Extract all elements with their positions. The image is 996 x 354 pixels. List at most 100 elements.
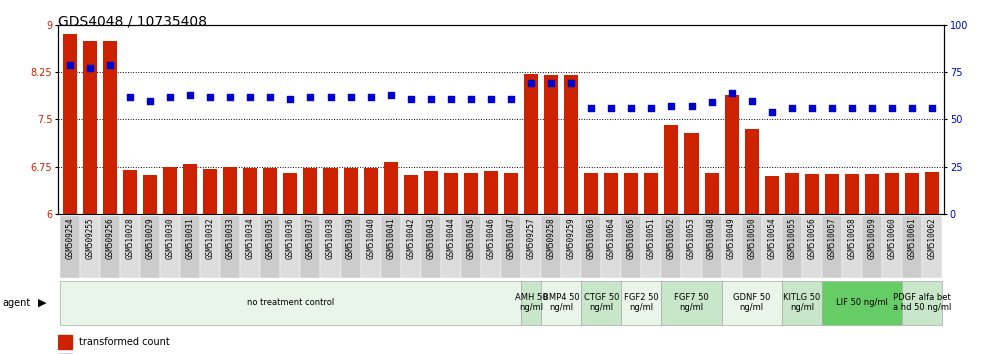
Point (343, 94, 359, 99)
Point (222, 94, 238, 99)
Bar (902, 216, 922, 278)
Bar (361, 216, 380, 278)
Point (643, 105, 659, 111)
Bar (203, 169, 217, 354)
Point (303, 94, 319, 99)
Bar (341, 216, 361, 278)
Text: GDS4048 / 10735408: GDS4048 / 10735408 (58, 14, 207, 28)
Point (563, 81, 579, 86)
Bar (825, 175, 839, 354)
Bar (83, 41, 97, 354)
Bar (762, 216, 782, 278)
Point (703, 99, 719, 105)
Text: GSM509257: GSM509257 (527, 218, 536, 259)
Bar (240, 216, 260, 278)
Bar (160, 216, 180, 278)
Bar (704, 172, 718, 354)
Bar (521, 216, 541, 278)
Bar (644, 172, 658, 354)
Text: GSM510054: GSM510054 (767, 218, 776, 259)
Text: GSM510055: GSM510055 (787, 218, 796, 259)
Text: GSM510037: GSM510037 (306, 218, 315, 259)
Point (443, 96, 459, 102)
Text: GSM510050: GSM510050 (747, 218, 756, 259)
Bar (444, 173, 458, 354)
Bar (865, 174, 879, 354)
Bar (842, 216, 862, 278)
Bar (464, 172, 478, 354)
Text: GSM510051: GSM510051 (647, 218, 656, 259)
Point (824, 105, 840, 111)
Bar (765, 176, 779, 354)
Text: GSM510042: GSM510042 (406, 218, 415, 259)
Text: GSM510039: GSM510039 (346, 218, 355, 259)
Point (663, 103, 679, 109)
Point (483, 96, 499, 102)
Text: GSM510049: GSM510049 (727, 218, 736, 259)
Bar (403, 175, 417, 354)
Text: GSM510048: GSM510048 (707, 218, 716, 259)
Bar (220, 216, 240, 278)
Text: GSM510064: GSM510064 (607, 218, 616, 259)
Bar (461, 216, 481, 278)
Bar (284, 173, 298, 354)
Text: GSM510043: GSM510043 (426, 218, 435, 259)
Bar (905, 172, 919, 354)
Bar (80, 216, 100, 278)
Text: GSM510044: GSM510044 (446, 218, 455, 259)
Bar (605, 173, 619, 354)
Point (503, 96, 519, 102)
Bar (701, 216, 721, 278)
Bar (60, 216, 80, 278)
Text: GSM510059: GSM510059 (868, 218, 876, 259)
Bar (661, 216, 681, 278)
Bar (100, 216, 120, 278)
Point (402, 96, 418, 102)
Point (283, 96, 299, 102)
Bar (822, 216, 842, 278)
Bar (180, 216, 200, 278)
Bar (585, 172, 599, 354)
Point (182, 92, 198, 98)
Bar (541, 281, 582, 325)
Bar (561, 216, 582, 278)
Bar (223, 167, 237, 354)
Point (122, 94, 137, 99)
Text: GSM510031: GSM510031 (185, 218, 194, 259)
Point (523, 81, 539, 86)
Point (262, 94, 278, 99)
Text: GSM510029: GSM510029 (145, 218, 154, 259)
Bar (484, 171, 498, 354)
Text: GSM510036: GSM510036 (286, 218, 295, 259)
Text: GSM509255: GSM509255 (86, 218, 95, 259)
Point (784, 105, 800, 111)
Bar (123, 170, 137, 354)
Bar (383, 162, 397, 354)
Point (764, 109, 780, 115)
Bar (845, 174, 859, 354)
Bar (504, 172, 518, 354)
Text: GSM510041: GSM510041 (386, 218, 395, 259)
Bar (582, 216, 602, 278)
Bar (602, 216, 622, 278)
Text: GSM510058: GSM510058 (848, 218, 857, 259)
Bar (521, 281, 541, 325)
Text: KITLG 50
ng/ml: KITLG 50 ng/ml (783, 293, 821, 312)
Text: GSM510045: GSM510045 (466, 218, 475, 259)
Bar (163, 167, 177, 354)
Text: GSM510030: GSM510030 (165, 218, 174, 259)
Point (142, 98, 158, 103)
Bar (925, 172, 939, 354)
Point (844, 105, 860, 111)
Text: GSM510063: GSM510063 (587, 218, 596, 259)
Point (924, 105, 940, 111)
Bar (200, 216, 220, 278)
Point (683, 103, 699, 109)
Text: FGF7 50
ng/ml: FGF7 50 ng/ml (674, 293, 709, 312)
Text: GSM510062: GSM510062 (927, 218, 936, 259)
Point (82, 65, 98, 71)
Text: FGF2 50
ng/ml: FGF2 50 ng/ml (624, 293, 658, 312)
Bar (423, 171, 438, 354)
Text: GSM510038: GSM510038 (326, 218, 335, 259)
Bar (324, 168, 338, 354)
